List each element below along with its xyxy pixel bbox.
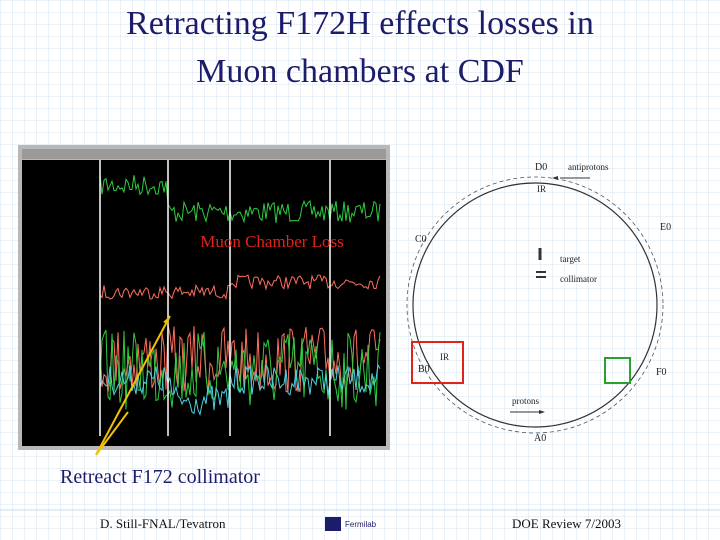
title-line: Muon chambers at CDF (196, 53, 524, 90)
trace (99, 363, 381, 417)
ring-diagram: D0 antiprotons IR E0 C0 target collimato… (406, 162, 671, 444)
highlight-box (411, 341, 464, 384)
trace (99, 274, 381, 301)
label: protons (512, 396, 539, 406)
arrowhead (539, 410, 545, 414)
footer-logo: Fermilab (345, 520, 377, 529)
trace (99, 173, 381, 224)
logo-mark (325, 517, 341, 531)
pointer-arrow (95, 315, 171, 456)
label: F0 (656, 367, 667, 378)
arrowhead (552, 176, 558, 180)
label: D0 (535, 162, 547, 173)
arrowhead (163, 316, 170, 324)
highlight-box (604, 357, 631, 384)
title-line: Retracting F172H effects losses in (126, 5, 594, 42)
ring-outer (406, 176, 664, 434)
label: antiprotons (568, 162, 609, 172)
annotation: Muon Chamber Loss (200, 232, 344, 251)
footer-right: DOE Review 7/2003 (512, 516, 621, 531)
caption: Retreact F172 collimator (60, 466, 260, 488)
label: C0 (415, 234, 427, 245)
window-title-bar (22, 149, 386, 159)
label: IR (537, 184, 546, 194)
plot-area (22, 160, 386, 446)
ring (412, 182, 658, 428)
label: A0 (534, 433, 546, 444)
label: B0 (418, 364, 430, 375)
label: collimator (560, 274, 597, 284)
label: E0 (660, 222, 671, 233)
traces (99, 173, 381, 417)
label: target (560, 254, 581, 264)
pointer-arrow (95, 411, 129, 456)
label: IR (440, 352, 449, 362)
footer-left: D. Still-FNAL/Tevatron (100, 516, 226, 531)
screenshot: Muon Chamber Loss (18, 145, 390, 450)
